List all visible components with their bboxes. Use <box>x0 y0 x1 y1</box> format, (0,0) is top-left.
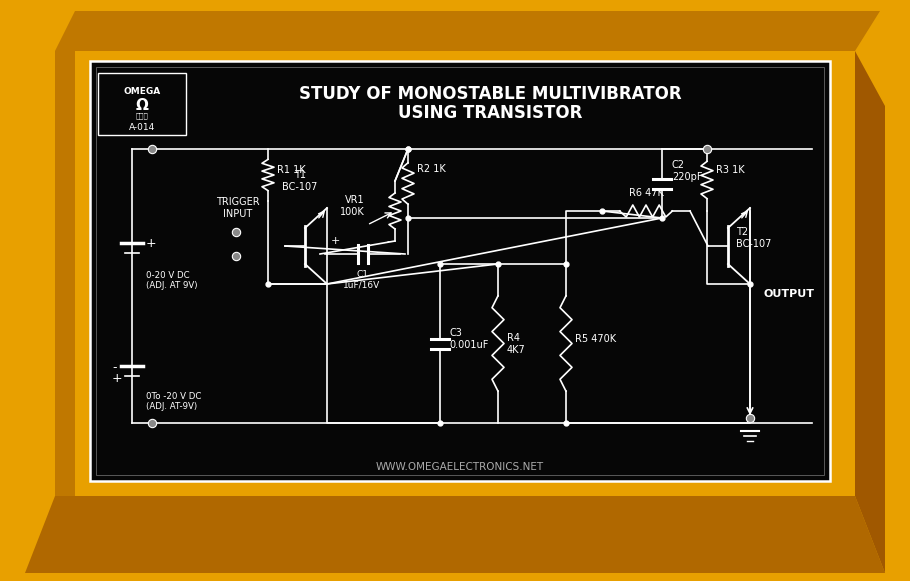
Text: R4
4K7: R4 4K7 <box>507 333 526 355</box>
Text: T2
BC-107: T2 BC-107 <box>736 227 772 249</box>
Text: T1
BC-107: T1 BC-107 <box>282 170 318 192</box>
Text: VR1
100K: VR1 100K <box>340 195 365 217</box>
Polygon shape <box>25 496 885 573</box>
Text: A-014: A-014 <box>129 123 155 131</box>
Polygon shape <box>55 11 880 51</box>
Text: R1 1K: R1 1K <box>277 165 306 175</box>
Text: +: + <box>146 236 157 249</box>
Text: -: - <box>112 361 116 375</box>
Text: R3 1K: R3 1K <box>716 165 744 175</box>
Polygon shape <box>855 51 885 573</box>
Text: C1
1uF/16V: C1 1uF/16V <box>343 270 380 289</box>
Text: USING TRANSISTOR: USING TRANSISTOR <box>398 104 582 122</box>
Text: STUDY OF MONOSTABLE MULTIVIBRATOR: STUDY OF MONOSTABLE MULTIVIBRATOR <box>298 85 682 103</box>
Text: -: - <box>386 236 390 246</box>
Text: C3
0.001uF: C3 0.001uF <box>449 328 489 350</box>
Text: WWW.OMEGAELECTRONICS.NET: WWW.OMEGAELECTRONICS.NET <box>376 462 544 472</box>
Text: +: + <box>112 372 123 386</box>
Text: 0To -20 V DC
(ADJ. AT-9V): 0To -20 V DC (ADJ. AT-9V) <box>146 392 201 411</box>
Text: R6 47K: R6 47K <box>629 188 663 198</box>
Text: OUTPUT: OUTPUT <box>764 289 815 299</box>
Text: 0-20 V DC
(ADJ. AT 9V): 0-20 V DC (ADJ. AT 9V) <box>146 271 197 290</box>
Text: Ω: Ω <box>136 98 148 113</box>
Text: TRIGGER
INPUT: TRIGGER INPUT <box>217 197 260 219</box>
Text: C2
220pF: C2 220pF <box>672 160 703 182</box>
Text: R2 1K: R2 1K <box>417 164 446 174</box>
Text: +: + <box>331 236 340 246</box>
Polygon shape <box>55 51 75 496</box>
Text: 〜〜〜: 〜〜〜 <box>136 113 148 119</box>
Polygon shape <box>75 51 855 496</box>
Text: OMEGA: OMEGA <box>124 87 161 95</box>
FancyBboxPatch shape <box>90 61 830 481</box>
Text: R5 470K: R5 470K <box>575 334 616 344</box>
